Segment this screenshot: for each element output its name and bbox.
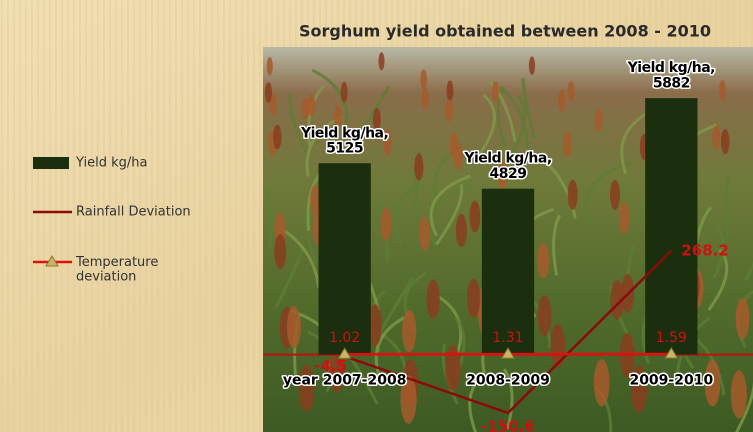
grain-head [273, 125, 281, 150]
grain-head [414, 153, 423, 181]
grain-head [467, 279, 480, 318]
grain-head [469, 201, 480, 233]
grain-head [736, 298, 750, 339]
x-tick-label: year 2007-2008 [283, 373, 407, 389]
grain-head [381, 208, 392, 241]
grain-head [594, 359, 610, 406]
grain-head [719, 80, 726, 101]
grain-head [447, 80, 454, 101]
grain-head [551, 324, 566, 368]
line-value-label: 1.02 [329, 330, 360, 346]
grain-head [265, 82, 272, 103]
bar [645, 98, 697, 354]
grain-head [568, 81, 575, 102]
grain-head [595, 108, 603, 131]
grain-head [492, 81, 499, 102]
grain-head [537, 243, 549, 279]
grain-head [378, 52, 384, 70]
grain-head [721, 129, 729, 154]
grain-head [420, 69, 427, 89]
grain-head [274, 234, 286, 269]
grain-head [445, 345, 460, 391]
grain-head [445, 99, 453, 122]
grain-head [563, 132, 572, 158]
grain-head [450, 132, 459, 158]
grain-head [308, 94, 315, 116]
legend-swatch [33, 157, 69, 169]
legend-label: Yield kg/ha [75, 156, 147, 171]
grain-head [529, 56, 535, 75]
grain-head [610, 180, 620, 210]
line-value-label: -150.6 [481, 417, 535, 432]
chart: Sorghum yield obtained between 2008 - 20… [0, 0, 753, 432]
line-value-label: 268.2 [681, 241, 728, 259]
x-tick-label: 2008-2009 [466, 373, 550, 389]
grain-head [422, 88, 429, 109]
grain-head [558, 90, 565, 112]
grain-head [568, 180, 578, 210]
bar [319, 163, 371, 354]
grain-head [427, 279, 440, 319]
grain-head [712, 125, 720, 150]
grain-head [538, 295, 552, 336]
x-tick-label: 2009-2010 [629, 373, 713, 389]
grain-head [419, 217, 430, 251]
grain-head [267, 57, 273, 76]
grain-head [341, 82, 348, 103]
grain-head [402, 310, 416, 352]
legend-label: Rainfall Deviation [76, 205, 191, 220]
grain-head [731, 370, 747, 418]
page: {"chart_data": { "type": "bar-line", "ti… [0, 0, 753, 432]
grain-head [456, 214, 467, 247]
line-value-label: 1.31 [492, 330, 523, 346]
chart-title: Sorghum yield obtained between 2008 - 20… [299, 22, 711, 41]
grain-head [619, 202, 630, 234]
line-value-label: 1.59 [656, 330, 687, 346]
grain-head [287, 306, 301, 348]
